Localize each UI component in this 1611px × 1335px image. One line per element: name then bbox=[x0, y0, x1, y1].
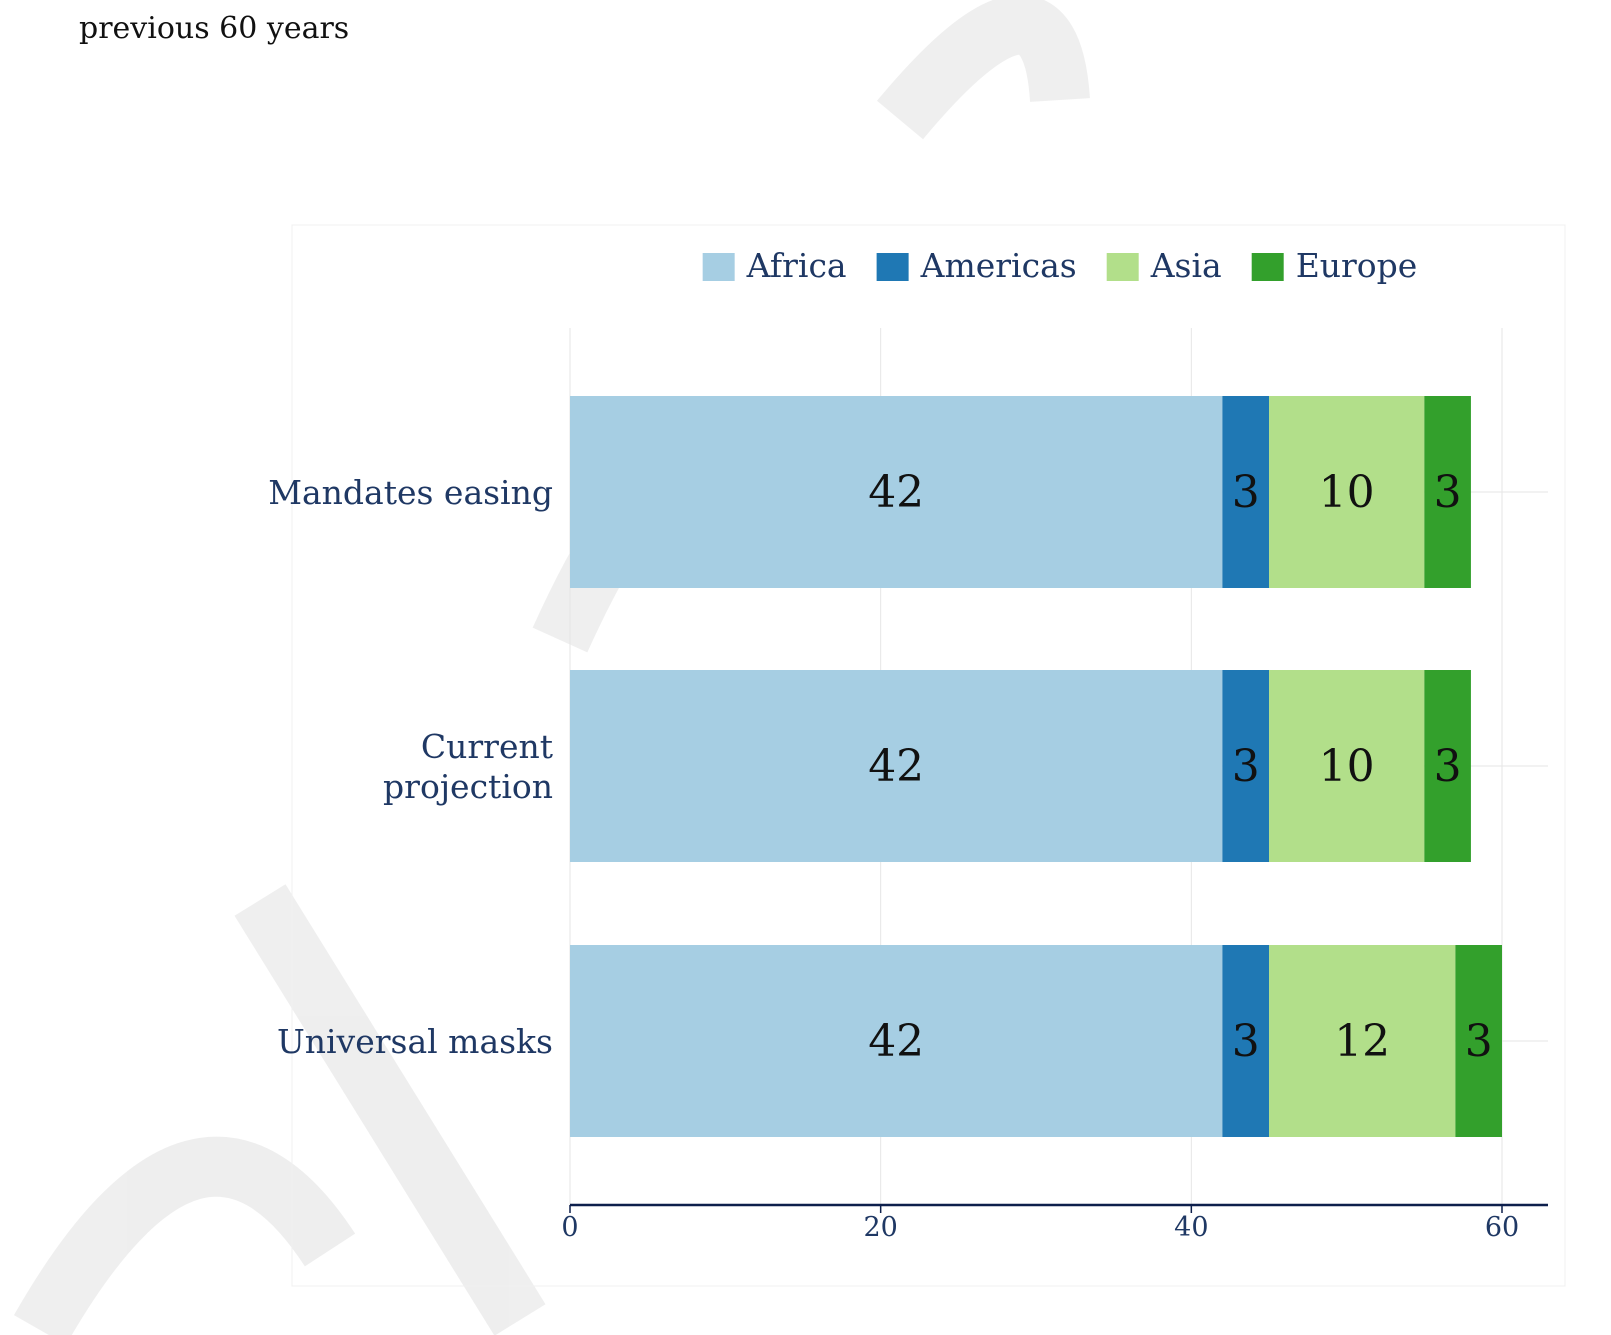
data-label: 10 bbox=[1319, 467, 1375, 518]
bar-asia bbox=[1269, 396, 1425, 588]
bar-americas bbox=[1222, 670, 1269, 862]
legend-swatch-americas bbox=[876, 253, 909, 281]
x-tick-label: 20 bbox=[863, 1212, 897, 1243]
legend-label: Asia bbox=[1150, 246, 1222, 285]
data-label: 3 bbox=[1232, 741, 1260, 792]
bar-americas bbox=[1222, 396, 1269, 588]
legend-swatch-africa bbox=[702, 253, 735, 281]
x-tick-label: 60 bbox=[1485, 1212, 1519, 1243]
bar-europe bbox=[1455, 945, 1502, 1137]
bar-asia bbox=[1269, 670, 1425, 862]
data-label: 3 bbox=[1232, 1016, 1260, 1067]
data-label: 42 bbox=[868, 467, 924, 518]
data-label: 3 bbox=[1465, 1016, 1493, 1067]
bar-africa bbox=[570, 670, 1223, 862]
legend-swatch-asia bbox=[1106, 253, 1139, 281]
data-label: 10 bbox=[1319, 741, 1375, 792]
bar-europe bbox=[1424, 396, 1471, 588]
bar-africa bbox=[570, 396, 1223, 588]
data-label: 3 bbox=[1232, 467, 1260, 518]
legend-label: Europe bbox=[1296, 246, 1418, 285]
legend-swatch-europe bbox=[1251, 253, 1284, 281]
x-tick-label: 0 bbox=[561, 1212, 578, 1243]
data-label: 3 bbox=[1434, 467, 1462, 518]
bar-africa bbox=[570, 945, 1223, 1137]
category-label: projection bbox=[383, 767, 553, 806]
data-label: 42 bbox=[868, 1016, 924, 1067]
bar-europe bbox=[1424, 670, 1471, 862]
x-tick-label: 40 bbox=[1174, 1212, 1208, 1243]
data-label: 3 bbox=[1434, 741, 1462, 792]
legend-label: Americas bbox=[920, 246, 1077, 285]
category-label: Mandates easing bbox=[268, 473, 553, 512]
caption-text: previous 60 years bbox=[79, 11, 349, 46]
category-label: Current bbox=[421, 727, 553, 766]
bar-asia bbox=[1269, 945, 1456, 1137]
legend-label: Africa bbox=[746, 246, 847, 285]
plot-frame bbox=[291, 224, 1566, 1287]
data-label: 42 bbox=[868, 741, 924, 792]
bar-americas bbox=[1222, 945, 1269, 1137]
data-label: 12 bbox=[1334, 1016, 1390, 1067]
category-label: Universal masks bbox=[277, 1022, 553, 1061]
